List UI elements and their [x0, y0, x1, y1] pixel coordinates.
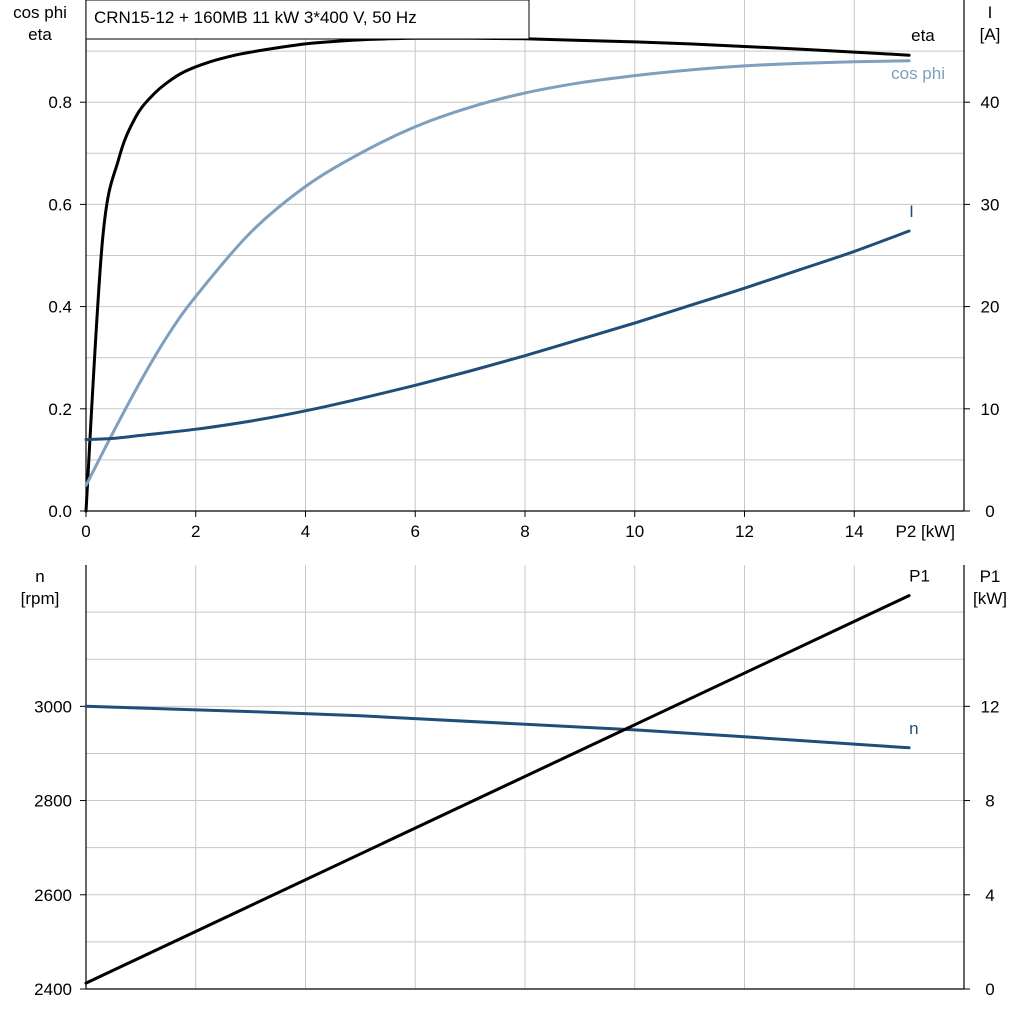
- series-line-cos-phi: [84, 59, 911, 487]
- x-tick-label: 0: [81, 522, 90, 541]
- right-tick-label: 20: [981, 298, 1000, 317]
- left-tick-label: 0.0: [48, 502, 72, 521]
- x-tick-label: 4: [301, 522, 310, 541]
- series-line-i: [84, 229, 911, 441]
- x-tick-label: 12: [735, 522, 754, 541]
- x-tick-label: 8: [520, 522, 529, 541]
- right-axis-title: I: [988, 3, 993, 22]
- left-tick-label: 2600: [34, 886, 72, 905]
- series-line-n: [84, 704, 911, 750]
- left-axis-title: [rpm]: [21, 589, 60, 608]
- right-tick-label: 8: [985, 792, 994, 811]
- x-tick-label: 6: [411, 522, 420, 541]
- left-tick-label: 2400: [34, 980, 72, 999]
- left-tick-label: 0.8: [48, 93, 72, 112]
- right-tick-label: 0: [985, 502, 994, 521]
- left-axis-title: n: [35, 567, 44, 586]
- series-line-p1: [84, 594, 911, 985]
- right-tick-label: 10: [981, 400, 1000, 419]
- left-axis-title: cos phi: [13, 3, 67, 22]
- right-tick-label: 12: [981, 697, 1000, 716]
- series-label-eta: eta: [911, 26, 935, 45]
- right-axis-title: [A]: [980, 25, 1001, 44]
- series-label-n: n: [909, 719, 918, 738]
- x-tick-label: 14: [845, 522, 864, 541]
- chart-title: CRN15-12 + 160MB 11 kW 3*400 V, 50 Hz: [94, 8, 417, 27]
- x-axis-title: P2 [kW]: [895, 522, 955, 541]
- right-tick-label: 30: [981, 195, 1000, 214]
- right-tick-label: 0: [985, 980, 994, 999]
- series-label-cos-phi: cos phi: [891, 64, 945, 83]
- right-tick-label: 4: [985, 886, 994, 905]
- left-tick-label: 0.6: [48, 195, 72, 214]
- title-box: [85, 0, 530, 40]
- left-tick-label: 2800: [34, 792, 72, 811]
- left-tick-label: 0.4: [48, 298, 72, 317]
- right-axis-title: [kW]: [973, 589, 1007, 608]
- series-label-i: I: [909, 202, 914, 221]
- right-tick-label: 40: [981, 93, 1000, 112]
- series-label-p1: P1: [909, 567, 930, 586]
- right-axis-title: P1: [980, 567, 1001, 586]
- x-tick-label: 10: [625, 522, 644, 541]
- left-axis-title: eta: [28, 25, 52, 44]
- left-tick-label: 0.2: [48, 400, 72, 419]
- x-tick-label: 2: [191, 522, 200, 541]
- left-tick-label: 3000: [34, 697, 72, 716]
- series-line-eta: [84, 36, 911, 513]
